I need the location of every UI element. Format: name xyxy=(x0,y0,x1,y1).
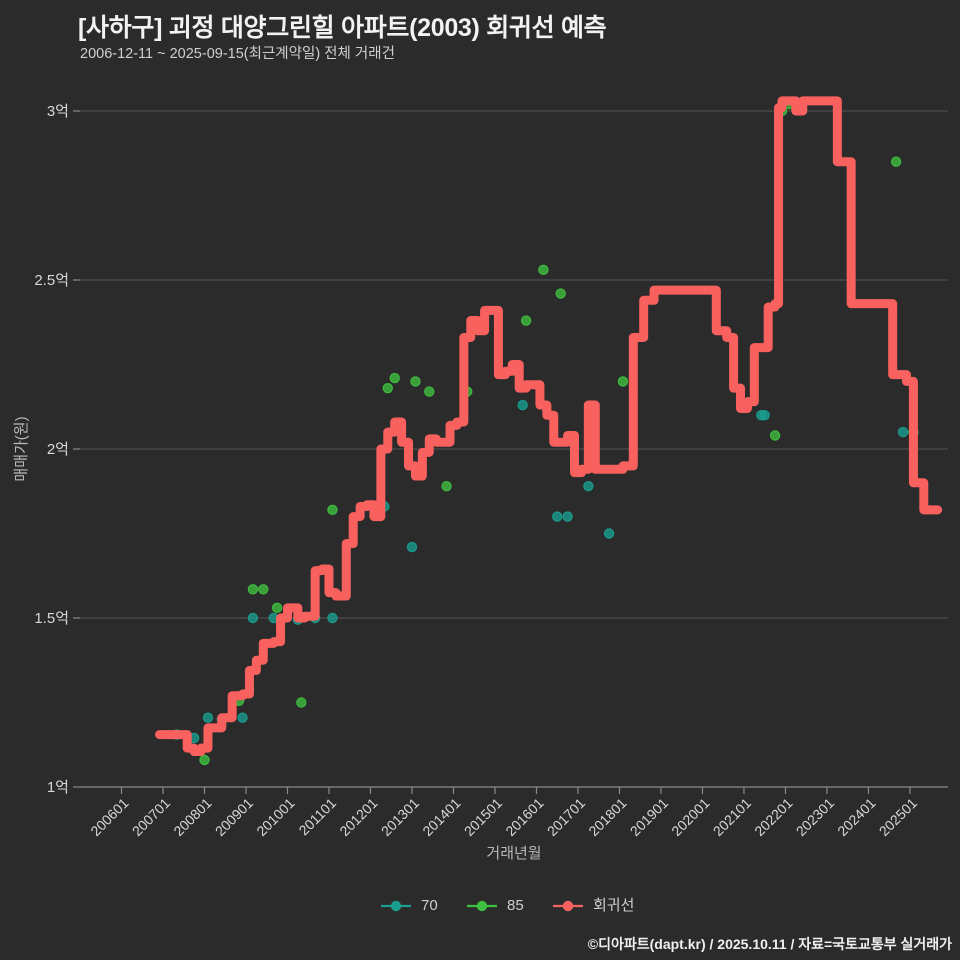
chart-legend: 70 85 회귀선 xyxy=(381,897,634,914)
scatter-point xyxy=(538,264,549,276)
y-axis-title: 매매가(원) xyxy=(13,416,30,481)
series-회귀선 xyxy=(155,96,943,757)
x-axis-tick-label: 202001 xyxy=(668,795,712,839)
scatter-point xyxy=(199,754,210,766)
scatter-point xyxy=(424,386,435,397)
x-axis-tick-label: 202201 xyxy=(751,795,795,839)
y-axis-tick-label: 2.5억 xyxy=(34,272,69,289)
scatter-point xyxy=(237,712,248,723)
series-70 xyxy=(171,399,909,744)
y-axis-tick-label: 2억 xyxy=(47,441,69,458)
scatter-point xyxy=(583,480,594,492)
scatter-point xyxy=(247,584,259,595)
scatter-point xyxy=(769,430,781,441)
x-axis-tick-label: 202401 xyxy=(834,795,878,839)
series-85 xyxy=(199,99,919,766)
scatter-point xyxy=(552,511,563,522)
x-axis-group xyxy=(80,786,948,794)
y-axis-tick-label: 1.5억 xyxy=(34,610,69,627)
x-axis-tick-group: 2006012007012008012009012010012011012012… xyxy=(87,795,920,839)
legend-item-70[interactable]: 70 xyxy=(381,897,438,914)
y-axis-tick-label: 3억 xyxy=(47,103,69,120)
y-axis-tick-label: 1억 xyxy=(47,779,69,796)
x-axis-tick-label: 202501 xyxy=(876,795,920,839)
scatter-point xyxy=(555,288,566,299)
scatter-point xyxy=(617,376,629,387)
x-axis-tick-label: 201501 xyxy=(461,795,505,839)
regression-line xyxy=(155,96,943,757)
scatter-point xyxy=(202,712,214,723)
x-axis-tick-label: 201601 xyxy=(502,795,546,839)
scatter-point xyxy=(890,156,902,167)
legend-item-회귀선[interactable]: 회귀선 xyxy=(553,897,634,914)
scatter-point xyxy=(603,528,615,539)
scatter-point xyxy=(247,612,259,624)
scatter-point xyxy=(517,399,528,411)
scatter-point xyxy=(406,541,418,553)
x-axis-tick-label: 201701 xyxy=(544,795,588,839)
scatter-point xyxy=(327,612,338,624)
chart-subtitle: 2006-12-11 ~ 2025-09-15(최근계약일) 전체 거래건 xyxy=(80,46,395,62)
scatter-point xyxy=(327,504,338,516)
x-axis-tick-label: 201101 xyxy=(295,795,339,839)
y-axis-tick-group: 1억 1.5억 2억 2.5억 3억 xyxy=(34,103,69,796)
x-axis-tick-label: 200601 xyxy=(87,795,131,839)
scatter-point xyxy=(382,382,393,394)
x-axis-tick-label: 202101 xyxy=(710,795,754,839)
legend-label: 회귀선 xyxy=(593,897,634,914)
chart-title: [사하구] 괴정 대양그린힐 아파트(2003) 회귀선 예측 xyxy=(78,14,607,42)
x-axis-tick-label: 202301 xyxy=(793,795,837,839)
scatter-point xyxy=(562,511,573,522)
scatter-point xyxy=(759,410,770,421)
x-axis-tick-label: 201901 xyxy=(627,795,671,839)
scatter-point xyxy=(410,376,421,387)
scatter-point xyxy=(520,315,532,326)
series-layer xyxy=(155,96,943,766)
legend-label: 70 xyxy=(421,897,438,914)
scatter-point xyxy=(441,480,452,492)
x-axis-tick-label: 200901 xyxy=(212,795,256,839)
x-axis-tick-label: 200801 xyxy=(170,795,214,839)
x-axis-title: 거래년월 xyxy=(486,845,541,862)
scatter-point xyxy=(389,372,400,384)
x-axis-tick-label: 201301 xyxy=(378,795,422,839)
gridline-group xyxy=(73,110,948,788)
scatter-point xyxy=(897,426,909,438)
legend-item-85[interactable]: 85 xyxy=(467,897,524,914)
legend-label: 85 xyxy=(507,897,524,914)
x-axis-tick-label: 201201 xyxy=(336,795,380,839)
axis-label-group: 거래년월 매매가(원) xyxy=(13,416,542,862)
x-axis-tick-label: 201801 xyxy=(585,795,629,839)
scatter-point xyxy=(258,584,269,595)
x-axis-tick-label: 201401 xyxy=(419,795,463,839)
chart-footer: ©디아파트(dapt.kr) / 2025.10.11 / 자료=국토교통부 실… xyxy=(587,936,952,952)
scatter-point xyxy=(271,602,283,614)
x-axis-tick-label: 200701 xyxy=(129,795,173,839)
x-axis-tick-label: 201001 xyxy=(253,795,297,839)
scatter-point xyxy=(296,697,307,708)
